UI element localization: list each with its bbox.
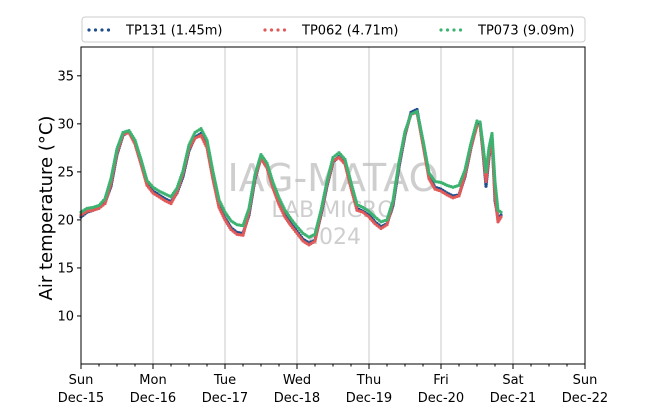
legend-marker [263,28,267,32]
x-tick-day-label: Thu [356,373,381,388]
watermark-line-3: 2024 [305,225,361,250]
y-tick-label: 35 [57,69,74,84]
legend-label: TP073 (9.09m) [477,24,574,39]
y-tick-label: 25 [57,165,74,180]
legend-marker [439,28,443,32]
legend-marker [276,28,280,32]
legend-marker [282,28,287,32]
x-tick-day-label: Sun [573,373,598,388]
x-tick-day-label: Sun [69,373,94,388]
x-tick-date-label: Dec-22 [562,391,608,406]
x-tick-date-label: Dec-19 [346,391,392,406]
x-axis: Sun Dec-15 Mon Dec-16 Tue Dec-17 Wed Dec-18 Thu D… [58,364,608,406]
y-axis-label: Air temperature (°C) [36,116,57,301]
legend-marker [106,28,111,32]
legend-marker [87,28,91,32]
data-point [499,215,503,219]
legend-marker [445,28,450,32]
y-tick-label: 30 [57,117,74,132]
data-points [79,107,503,247]
x-tick-date-label: Dec-17 [202,391,248,406]
x-tick-date-label: Dec-16 [130,391,176,406]
x-tick-date-label: Dec-18 [274,391,320,406]
legend-marker [100,28,104,32]
y-tick-label: 10 [57,309,74,324]
legend-marker [458,28,463,32]
y-tick-label: 20 [57,213,74,228]
series-3 [79,109,503,239]
legend-frame [81,16,586,43]
x-tick-day-label: Fri [433,373,449,388]
legend-marker [269,28,274,32]
legend-label: TP062 (4.71m) [301,24,398,39]
data-point [499,210,503,214]
legend-label: TP131 (1.45m) [125,24,222,39]
y-tick-label: 15 [57,261,74,276]
x-tick-day-label: Mon [139,373,166,388]
x-grid [152,47,514,364]
legend-marker [452,28,456,32]
x-tick-day-label: Wed [283,373,311,388]
y-axis: 10 15 20 25 30 35 [57,69,81,324]
plot-background [81,47,585,364]
data-point [475,119,479,123]
x-tick-date-label: Dec-20 [418,391,464,406]
legend: TP131 (1.45m) TP062 (4.71m) TP073 (9.09m) [81,16,586,43]
x-tick-date-label: Dec-15 [58,391,104,406]
x-tick-date-label: Dec-21 [490,391,536,406]
x-tick-day-label: Tue [213,373,236,388]
legend-marker [93,28,98,32]
x-tick-day-label: Sat [502,373,523,388]
